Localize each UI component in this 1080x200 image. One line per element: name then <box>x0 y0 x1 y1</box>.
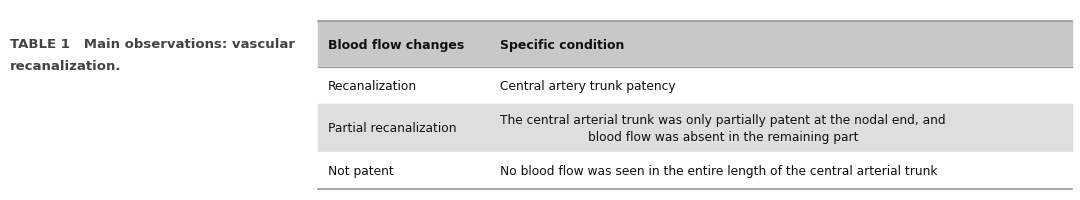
Text: The central arterial trunk was only partially patent at the nodal end, and
blood: The central arterial trunk was only part… <box>500 113 946 143</box>
Bar <box>318 104 1072 152</box>
Text: Blood flow changes: Blood flow changes <box>328 38 464 51</box>
Text: No blood flow was seen in the entire length of the central arterial trunk: No blood flow was seen in the entire len… <box>500 164 937 177</box>
Bar <box>318 68 1072 104</box>
Bar <box>318 22 1072 68</box>
Text: Partial recanalization: Partial recanalization <box>328 122 457 135</box>
Text: Recanalization: Recanalization <box>328 80 417 93</box>
Text: Not patent: Not patent <box>328 164 394 177</box>
Text: Central artery trunk patency: Central artery trunk patency <box>500 80 676 93</box>
Text: Specific condition: Specific condition <box>500 38 624 51</box>
Bar <box>318 152 1072 189</box>
Text: recanalization.: recanalization. <box>10 60 121 73</box>
Text: TABLE 1   Main observations: vascular: TABLE 1 Main observations: vascular <box>10 38 295 51</box>
